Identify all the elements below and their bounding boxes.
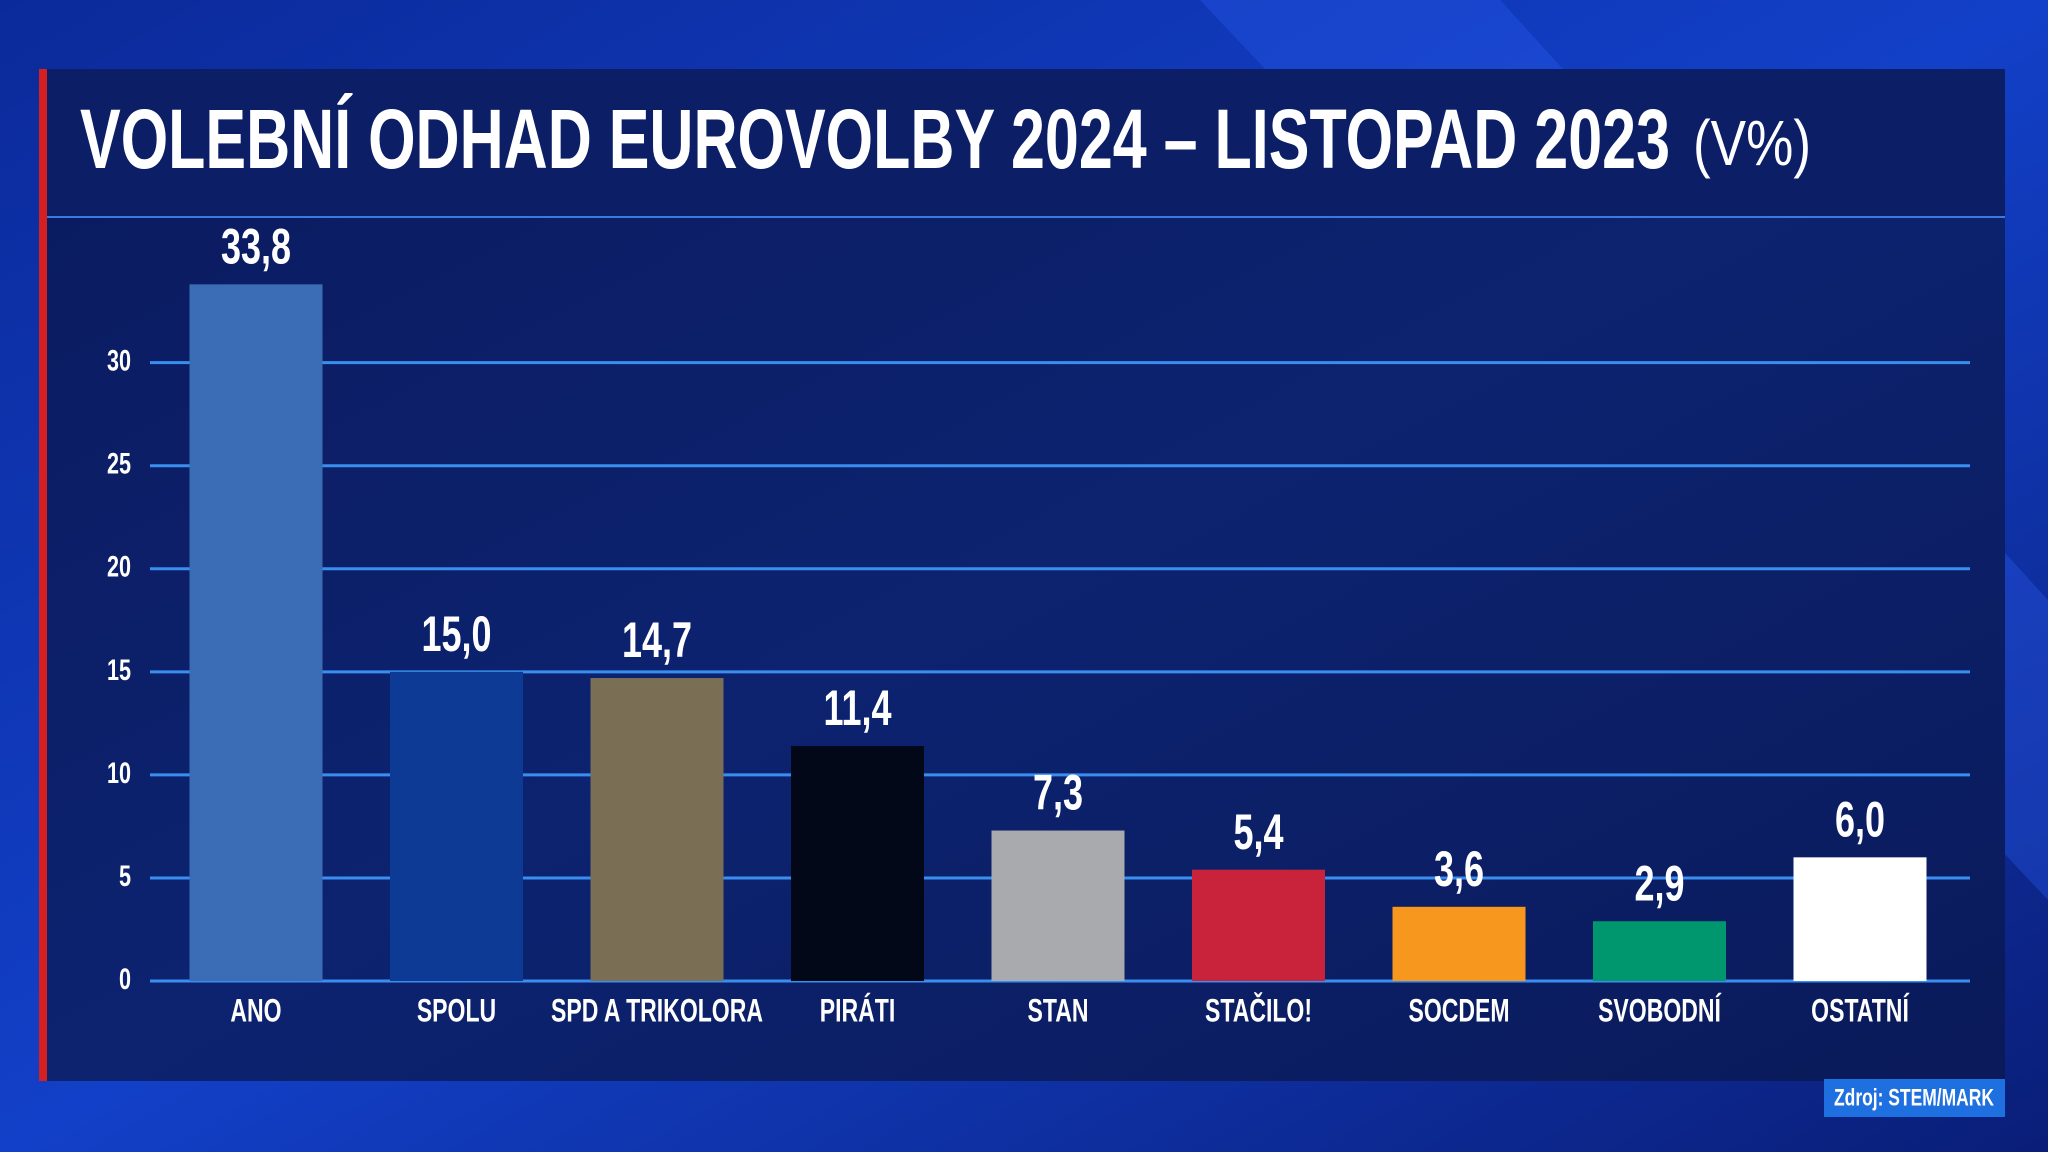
y-tick-label: 30 bbox=[107, 343, 131, 377]
value-label: 5,4 bbox=[1233, 805, 1283, 860]
value-label: 2,9 bbox=[1634, 857, 1684, 912]
y-tick-label: 10 bbox=[107, 755, 131, 789]
bar bbox=[1192, 869, 1325, 981]
source: Zdroj: STEM/MARK bbox=[1834, 1084, 1994, 1111]
x-tick-label: STAN bbox=[1028, 993, 1089, 1029]
x-tick-label: SVOBODNÍ bbox=[1598, 993, 1722, 1029]
value-label: 6,0 bbox=[1835, 793, 1885, 848]
y-tick-label: 15 bbox=[107, 652, 131, 686]
red-stripe bbox=[39, 69, 47, 1081]
y-tick-label: 25 bbox=[107, 446, 131, 480]
y-tick-label: 20 bbox=[107, 549, 131, 583]
bar bbox=[1392, 906, 1526, 981]
bar bbox=[590, 678, 724, 981]
source-box bbox=[1824, 1079, 2005, 1117]
x-tick-label: SPD A TRIKOLORA bbox=[551, 993, 763, 1029]
value-label: 33,8 bbox=[221, 220, 291, 275]
y-tick-label: 5 bbox=[119, 858, 131, 892]
value-label: 15,0 bbox=[421, 607, 491, 662]
value-label: 11,4 bbox=[823, 682, 891, 737]
bar bbox=[189, 284, 323, 981]
x-tick-label: ANO bbox=[230, 993, 281, 1029]
title-band bbox=[39, 69, 2005, 217]
x-tick-label: OSTATNÍ bbox=[1811, 993, 1910, 1029]
value-label: 3,6 bbox=[1434, 842, 1484, 897]
chart-subtitle: (V%) bbox=[1693, 107, 1811, 179]
x-tick-label: SOCDEM bbox=[1408, 993, 1509, 1029]
chart-title: VOLEBNÍ ODHAD EUROVOLBY 2024 – LISTOPAD … bbox=[80, 92, 1670, 186]
bar bbox=[791, 746, 924, 981]
value-label: 7,3 bbox=[1033, 766, 1083, 821]
y-tick-label: 0 bbox=[119, 961, 131, 995]
x-tick-label: SPOLU bbox=[417, 993, 496, 1029]
bar bbox=[390, 671, 523, 981]
x-tick-label: STAČILO! bbox=[1205, 993, 1312, 1029]
x-tick-label: PIRÁTI bbox=[820, 993, 896, 1029]
value-label: 14,7 bbox=[622, 614, 692, 669]
bar bbox=[1793, 857, 1927, 981]
bar bbox=[1593, 921, 1726, 981]
bar bbox=[991, 830, 1125, 981]
